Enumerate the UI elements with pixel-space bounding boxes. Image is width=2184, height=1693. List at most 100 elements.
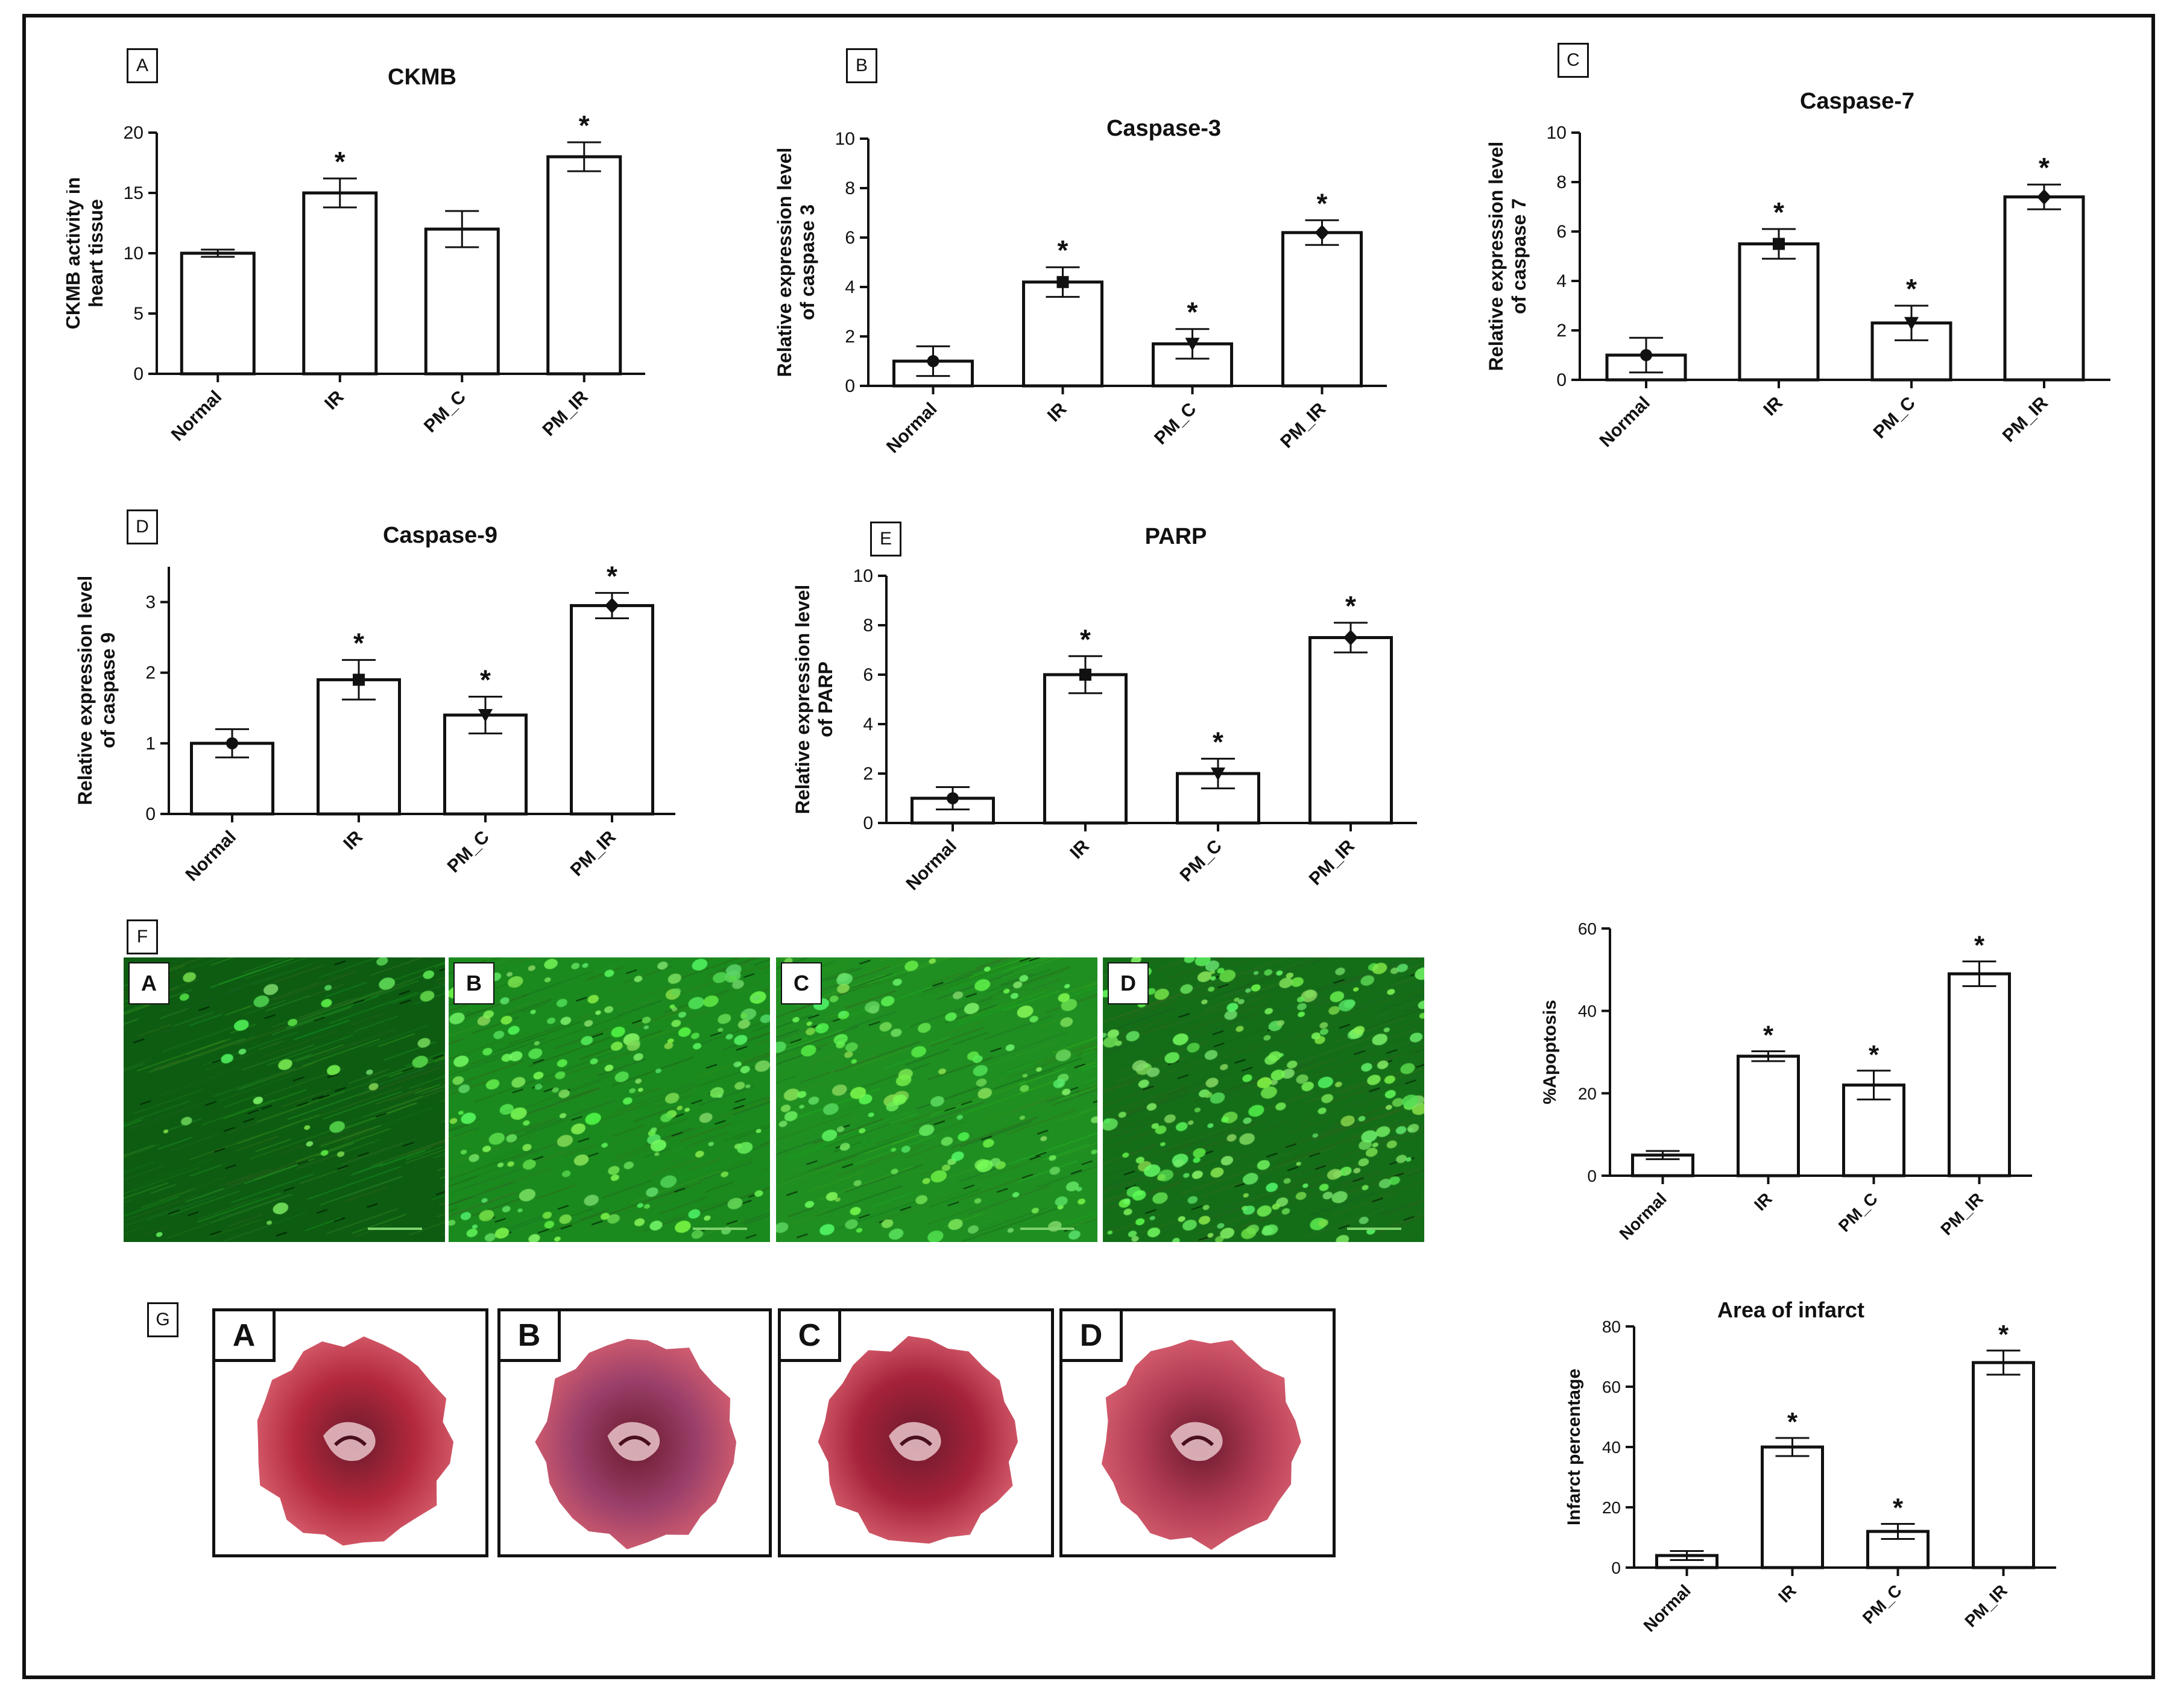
y-tick-label: 0 [1587,1167,1597,1185]
heart-section-d: D [1059,1308,1336,1557]
scale-bar [1020,1228,1075,1230]
cavity-fold [618,1436,651,1446]
heart-section-a: A [212,1308,488,1557]
data-point-marker [605,597,619,614]
x-tick-label: PM_IR [567,827,620,880]
cavity-fold [1181,1436,1214,1446]
panel-label-b: B [846,48,877,83]
y-tick-label: 60 [1578,919,1597,938]
micrograph-c: C [776,957,1097,1242]
y-tick-label: 4 [845,277,855,297]
heart-image [257,1336,454,1546]
chart-title: CKMB [388,65,456,90]
bar [317,678,401,816]
y-tick-label: 6 [863,665,873,685]
cavity-fold [899,1436,933,1446]
y-tick-label: 15 [124,183,144,203]
x-tick-label: Normal [883,399,941,457]
data-point-marker [1640,349,1652,361]
y-tick-label: 8 [845,178,855,198]
significance-star: * [1787,1407,1798,1437]
bar [2003,195,2085,382]
chart-title: PARP [1145,524,1207,549]
y-tick-label: 2 [145,663,156,683]
bar [1043,673,1128,825]
bar [1948,972,2011,1178]
bar [180,251,256,376]
x-tick-label: IR [339,827,367,854]
data-point-marker [1904,317,1919,330]
y-axis-label: of caspase 7 [1508,198,1530,314]
chart-caspase3: Caspase-3 0 2 4 6 8 10 Relative expression leve… [774,116,1387,457]
y-tick-label: 80 [1602,1317,1621,1336]
x-tick-label: Normal [1616,1189,1670,1243]
chart-parp: PARP 0 2 4 6 8 10 Relative expression level of P… [792,524,1417,894]
significance-star: * [353,628,364,659]
heart-label: C [781,1311,841,1362]
y-axis-label: heart tissue [85,199,107,307]
x-tick-label: PM_C [420,387,470,437]
significance-star: * [1906,273,1917,304]
heart-label: A [215,1311,276,1362]
bar [570,604,654,816]
heart-section-b: B [497,1308,772,1557]
micrograph-label: A [128,962,169,1004]
y-tick-label: 60 [1602,1378,1621,1396]
y-tick-label: 20 [124,123,144,143]
x-tick-label: PM_IR [1305,836,1359,889]
ventricle-cavity [323,1422,376,1461]
y-tick-label: 6 [1556,222,1567,242]
panel-label-e: E [870,522,901,556]
y-tick-label: 40 [1578,1002,1597,1021]
x-tick-label: PM_C [1870,393,1919,443]
x-tick-label: Normal [1596,393,1654,451]
y-tick-label: 8 [863,616,873,635]
x-tick-label: IR [1750,1189,1776,1214]
y-tick-label: 0 [1611,1559,1621,1577]
data-point-marker [927,355,939,367]
bar [1737,1055,1800,1178]
y-tick-label: 40 [1602,1438,1621,1457]
bar [1761,1445,1824,1569]
x-tick-label: PM_C [1150,399,1200,449]
panel-label-a: A [127,48,158,83]
significance-star: * [1345,590,1356,622]
y-tick-label: 10 [1547,123,1567,143]
micrograph-a: A [124,957,445,1242]
x-tick-label: PM_C [1859,1581,1905,1627]
y-axis-label: of caspase 9 [97,632,119,748]
micrograph-label: C [781,962,822,1004]
panel-label-g: G [147,1302,178,1337]
y-tick-label: 2 [845,327,855,347]
data-point-marker [1185,338,1200,352]
y-tick-label: 2 [1556,321,1567,341]
significance-star: * [1763,1021,1774,1050]
y-tick-label: 10 [835,129,855,149]
x-tick-label: IR [1066,836,1093,863]
y-axis-label: Relative expression level [792,585,813,815]
y-tick-label: 4 [863,714,873,734]
chart-title: Caspase-7 [1800,89,1914,114]
x-tick-label: Normal [903,836,961,894]
data-point-marker [226,737,238,749]
x-tick-label: PM_C [444,827,493,877]
y-tick-label: 0 [845,376,855,396]
chart-apoptosis: 0 20 40 60 %Apoptosis Normal * IR * PM_C * PM_IR [1540,919,2032,1243]
chart-title: Area of infarct [1717,1297,1864,1322]
heart-image [818,1335,1018,1544]
chart-title: Caspase-9 [383,523,497,548]
y-tick-label: 20 [1602,1498,1621,1517]
bar [302,191,378,376]
data-point-marker [1211,768,1225,781]
bar [1281,231,1363,388]
x-tick-label: PM_IR [1999,393,2052,446]
x-tick-label: PM_C [1835,1189,1881,1235]
ventricle-cavity [889,1422,941,1461]
y-axis-label: CKMB activity in [66,177,84,329]
bar [424,227,500,376]
y-tick-label: 0 [1556,370,1567,390]
micrograph-b: B [449,957,770,1242]
x-tick-label: IR [321,386,348,414]
scale-bar [693,1228,747,1230]
data-point-marker [1056,276,1069,288]
